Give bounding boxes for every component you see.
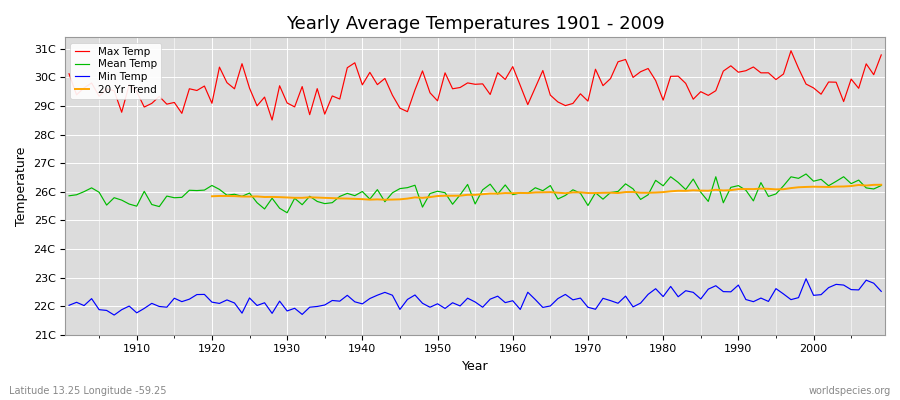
20 Yr Trend <box>297 196 308 200</box>
20 Yr Trend <box>876 182 886 187</box>
Line: Max Temp: Max Temp <box>69 51 881 120</box>
Max Temp <box>266 118 277 122</box>
20 Yr Trend <box>417 196 428 200</box>
X-axis label: Year: Year <box>462 360 489 373</box>
Max Temp <box>876 52 886 57</box>
Line: Min Temp: Min Temp <box>69 279 881 315</box>
Min Temp <box>508 298 518 303</box>
Min Temp <box>64 303 75 308</box>
Mean Temp <box>876 183 886 188</box>
Min Temp <box>297 312 308 317</box>
20 Yr Trend <box>680 188 691 193</box>
20 Yr Trend <box>380 197 391 202</box>
Min Temp <box>131 310 142 315</box>
Mean Temp <box>297 202 308 207</box>
Mean Temp <box>508 192 518 197</box>
Max Temp <box>297 84 308 89</box>
20 Yr Trend <box>853 182 864 187</box>
Text: Latitude 13.25 Longitude -59.25: Latitude 13.25 Longitude -59.25 <box>9 386 166 396</box>
Line: 20 Yr Trend: 20 Yr Trend <box>212 185 881 200</box>
Max Temp <box>124 82 135 87</box>
Text: worldspecies.org: worldspecies.org <box>809 386 891 396</box>
Mean Temp <box>605 190 616 195</box>
Mean Temp <box>124 202 135 206</box>
Mean Temp <box>515 190 526 195</box>
Line: Mean Temp: Mean Temp <box>69 174 881 213</box>
Max Temp <box>786 48 796 53</box>
Title: Yearly Average Temperatures 1901 - 2009: Yearly Average Temperatures 1901 - 2009 <box>286 15 664 33</box>
Y-axis label: Temperature: Temperature <box>15 146 28 226</box>
Min Temp <box>876 289 886 294</box>
Mean Temp <box>342 191 353 196</box>
Max Temp <box>64 71 75 76</box>
Min Temp <box>605 298 616 303</box>
Min Temp <box>515 307 526 312</box>
Legend: Max Temp, Mean Temp, Min Temp, 20 Yr Trend: Max Temp, Mean Temp, Min Temp, 20 Yr Tre… <box>70 42 161 99</box>
Mean Temp <box>801 172 812 176</box>
20 Yr Trend <box>770 187 781 192</box>
20 Yr Trend <box>206 194 217 199</box>
Mean Temp <box>282 210 292 215</box>
Min Temp <box>342 293 353 298</box>
Max Temp <box>508 64 518 69</box>
Mean Temp <box>64 193 75 198</box>
Max Temp <box>515 83 526 88</box>
Max Temp <box>605 76 616 81</box>
20 Yr Trend <box>786 186 796 190</box>
Max Temp <box>342 65 353 70</box>
Min Temp <box>801 276 812 281</box>
Min Temp <box>109 313 120 318</box>
